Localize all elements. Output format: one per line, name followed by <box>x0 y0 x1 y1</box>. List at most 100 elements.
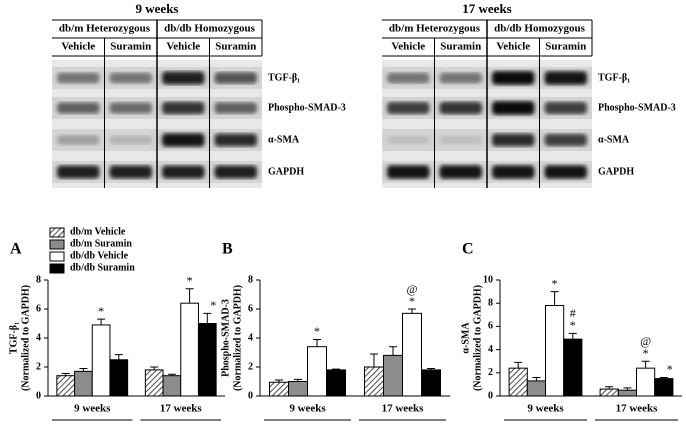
y-axis-label: (Normalized to GAPDH) <box>472 285 483 391</box>
row-label: GAPDH <box>598 166 634 177</box>
y-tick-label: 8 <box>488 297 493 308</box>
bar <box>74 370 93 397</box>
error-bar <box>532 376 541 381</box>
lane-label: Suramin <box>440 41 481 53</box>
y-axis-label: Phospho-SMAD-3 <box>220 299 231 377</box>
band <box>57 165 100 179</box>
bar <box>180 302 199 397</box>
error-bar <box>167 373 176 376</box>
error-bar <box>275 379 283 383</box>
y-tick-label: 6 <box>248 303 253 314</box>
error-bar <box>61 373 70 376</box>
bar <box>269 381 289 397</box>
band <box>387 165 430 179</box>
legend-label: db/db Suramin <box>70 262 135 273</box>
band <box>57 135 100 145</box>
band <box>162 71 205 85</box>
legend-swatch <box>49 263 65 274</box>
y-tick-label: 4 <box>248 332 253 343</box>
band <box>162 165 205 179</box>
band <box>544 71 587 85</box>
y-axis-label: α-SMA <box>460 322 471 354</box>
y-tick-label: 8 <box>36 274 41 285</box>
bar <box>383 354 403 397</box>
bar <box>364 366 384 397</box>
band <box>57 102 100 114</box>
error-bar <box>203 312 212 324</box>
group-label: db/db Homozygous <box>494 23 585 35</box>
bar <box>421 369 441 397</box>
row-label: GAPDH <box>268 166 304 177</box>
annotation: # <box>570 306 576 320</box>
row-label: α-SMA <box>598 134 630 145</box>
bar <box>91 324 111 397</box>
row-label: TGF-β₁ <box>268 72 300 83</box>
error-bar <box>514 361 523 369</box>
bar <box>636 367 656 397</box>
y-tick-label: 4 <box>36 332 41 343</box>
band <box>387 101 430 115</box>
annotation: * <box>552 276 558 290</box>
band <box>214 165 257 179</box>
bar <box>56 375 76 397</box>
error-bar <box>114 354 123 360</box>
y-tick-label: 6 <box>36 303 41 314</box>
error-bar <box>550 291 559 306</box>
y-tick-label: 0 <box>248 390 253 401</box>
band <box>492 165 535 179</box>
y-axis-label: (Normalized to GAPDH) <box>232 285 243 391</box>
error-bar <box>408 308 416 314</box>
band <box>109 135 152 145</box>
panel-letter: C <box>462 241 474 258</box>
error-bar <box>389 346 397 356</box>
lane-label: Suramin <box>110 41 151 53</box>
error-bar <box>294 378 302 382</box>
annotation: * <box>643 346 649 360</box>
bar <box>599 388 619 397</box>
bar <box>307 346 327 397</box>
panel-letter: B <box>222 241 233 258</box>
band <box>492 71 535 85</box>
y-tick-label: 0 <box>36 390 41 401</box>
band <box>492 101 535 115</box>
annotation: * <box>409 294 415 308</box>
legend-swatch <box>49 239 65 250</box>
band <box>544 133 587 147</box>
legend-swatch <box>49 227 65 238</box>
band <box>544 165 587 179</box>
annotation: * <box>210 298 216 312</box>
group-label: db/db Homozygous <box>164 23 255 35</box>
lane-label: Vehicle <box>166 41 200 53</box>
x-tick-label: 9 weeks <box>289 403 326 415</box>
x-tick-label: 9 weeks <box>527 403 564 415</box>
annotation: @ <box>406 282 417 296</box>
error-bar <box>568 332 577 340</box>
x-tick-label: 17 weeks <box>382 403 425 415</box>
blot-title: 17 weeks <box>462 1 511 16</box>
y-tick-label: 2 <box>488 367 493 378</box>
lane-label: Suramin <box>215 41 256 53</box>
x-tick-label: 17 weeks <box>160 403 203 415</box>
error-bar <box>79 367 88 372</box>
y-tick-label: 2 <box>248 361 253 372</box>
band <box>162 101 205 115</box>
y-axis-label: TGF-β₁ <box>8 322 19 354</box>
bar <box>162 375 182 397</box>
annotation: * <box>667 362 673 376</box>
bar <box>326 369 346 397</box>
band <box>544 101 587 115</box>
bar <box>402 312 422 397</box>
group-label: db/m Heterozygous <box>59 23 151 35</box>
annotation: @ <box>640 334 651 348</box>
legend-label: db/m Vehicle <box>70 226 126 237</box>
row-label: TGF-β₁ <box>598 72 630 83</box>
y-tick-label: 2 <box>36 361 41 372</box>
error-bar <box>370 353 378 367</box>
x-tick-label: 17 weeks <box>616 403 659 415</box>
bar <box>563 338 583 397</box>
band <box>109 102 152 114</box>
panel-letter: A <box>10 241 22 258</box>
error-bar <box>332 368 340 370</box>
